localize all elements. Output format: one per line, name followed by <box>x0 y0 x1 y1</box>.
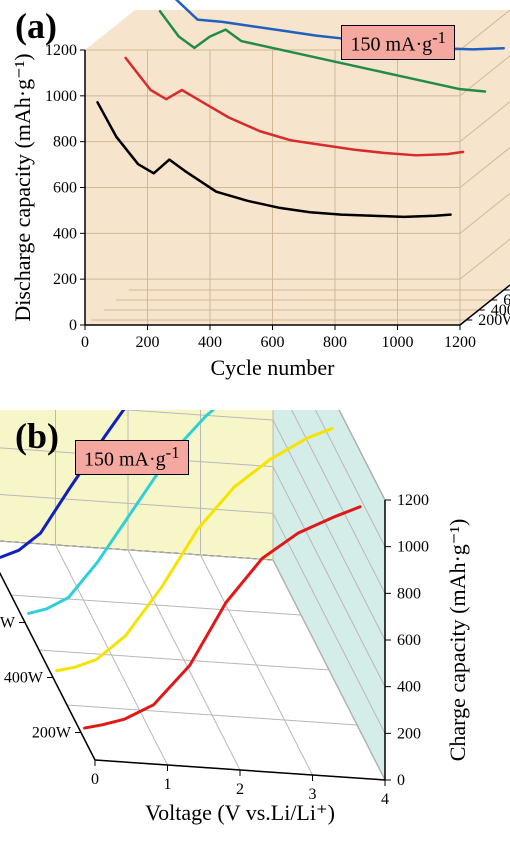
svg-text:1: 1 <box>164 776 172 793</box>
svg-text:Cycle number: Cycle number <box>210 355 335 380</box>
svg-text:600W: 600W <box>0 615 16 632</box>
svg-text:400: 400 <box>198 334 222 351</box>
svg-text:800: 800 <box>397 585 421 602</box>
svg-text:1000: 1000 <box>45 88 77 105</box>
panel-b: (b) 150 mA·g-1 0200400600800100012000123… <box>0 410 510 857</box>
svg-text:2: 2 <box>236 781 244 798</box>
svg-text:600: 600 <box>53 180 77 197</box>
svg-text:600: 600 <box>397 632 421 649</box>
badge-text: 150 mA·g <box>84 449 166 471</box>
svg-text:Discharge capacity (mAh·g⁻¹): Discharge capacity (mAh·g⁻¹) <box>10 53 35 321</box>
badge-sup: -1 <box>166 443 180 462</box>
svg-text:600W: 600W <box>503 292 510 309</box>
svg-text:0: 0 <box>81 334 89 351</box>
svg-text:Charge capacity (mAh·g⁻¹): Charge capacity (mAh·g⁻¹) <box>445 519 470 762</box>
panel-a: (a) 150 mA·g-1 0200400600800100012000200… <box>0 0 510 410</box>
svg-text:600: 600 <box>261 334 285 351</box>
svg-text:800: 800 <box>53 134 77 151</box>
panel-b-badge: 150 mA·g-1 <box>75 440 189 475</box>
svg-text:200: 200 <box>136 334 160 351</box>
svg-text:400: 400 <box>397 679 421 696</box>
chart-a: 0200400600800100012000200400600800100012… <box>0 0 510 410</box>
svg-text:1200: 1200 <box>444 334 476 351</box>
badge-text: 150 mA·g <box>350 34 432 56</box>
panel-a-badge: 150 mA·g-1 <box>341 25 455 60</box>
svg-text:800: 800 <box>323 334 347 351</box>
chart-b: 02004006008001000120001234200W400W600W80… <box>0 410 510 857</box>
svg-text:Voltage (V vs.Li/Li⁺): Voltage (V vs.Li/Li⁺) <box>145 800 335 825</box>
svg-text:200: 200 <box>397 725 421 742</box>
svg-text:200: 200 <box>53 271 77 288</box>
svg-text:4: 4 <box>381 791 389 808</box>
svg-text:1000: 1000 <box>397 539 429 556</box>
svg-text:400: 400 <box>53 225 77 242</box>
svg-text:1200: 1200 <box>397 492 429 509</box>
svg-text:400W: 400W <box>4 670 44 687</box>
badge-sup: -1 <box>432 28 446 47</box>
svg-text:0: 0 <box>69 317 77 334</box>
panel-a-label: (a) <box>15 5 57 47</box>
svg-text:1000: 1000 <box>382 334 414 351</box>
svg-text:0: 0 <box>397 772 405 789</box>
panel-b-label: (b) <box>15 415 59 457</box>
svg-text:200W: 200W <box>32 725 72 742</box>
svg-text:0: 0 <box>91 771 99 788</box>
